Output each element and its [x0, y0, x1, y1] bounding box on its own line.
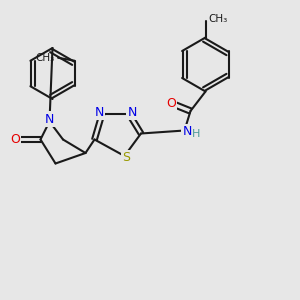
Text: N: N — [45, 112, 54, 126]
Text: S: S — [122, 151, 130, 164]
Text: N: N — [94, 106, 104, 119]
Text: O: O — [10, 133, 20, 146]
Text: N: N — [127, 106, 137, 119]
Text: O: O — [166, 97, 176, 110]
Text: CH₃: CH₃ — [36, 53, 55, 63]
Text: N: N — [183, 125, 192, 139]
Text: CH₃: CH₃ — [208, 14, 228, 25]
Text: H: H — [192, 129, 200, 139]
